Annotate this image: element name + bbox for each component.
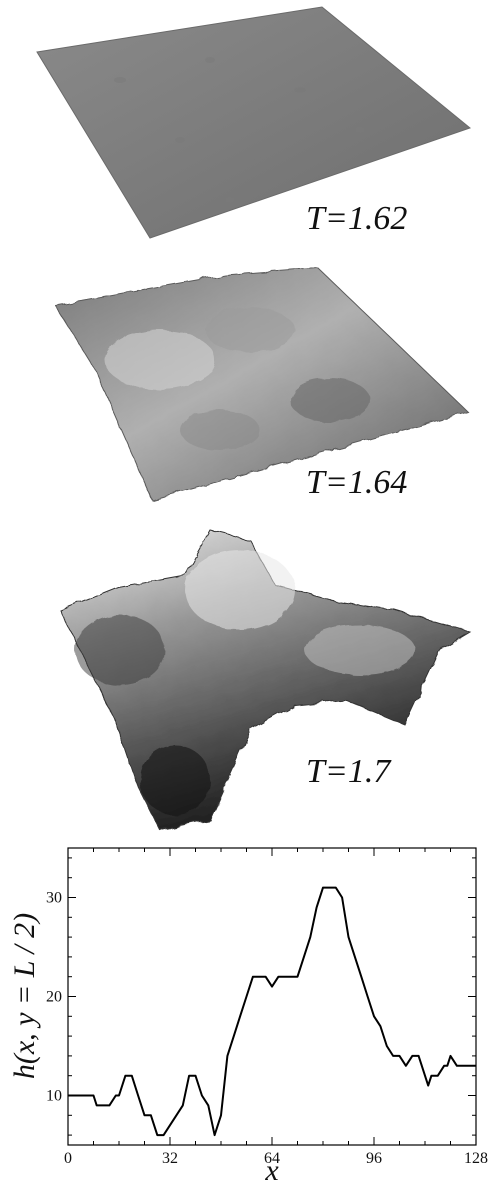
y-tick-label: 20 (46, 989, 62, 1006)
surface-panel-1: T=1.62 (36, 6, 472, 239)
surface-panel-3: T=1.7 (59, 529, 472, 831)
x-axis-label: x (264, 1154, 279, 1187)
axis-tick-labels: 0 32 64 96 128 10 20 30 (46, 890, 488, 1168)
y-tick-label: 10 (46, 1088, 62, 1105)
x-tick-label: 32 (162, 1150, 178, 1167)
panel-label-2: T=1.64 (306, 464, 407, 501)
series-line (68, 886, 476, 1137)
x-tick-label: 64 (264, 1150, 280, 1167)
surface-1-bumps (114, 57, 365, 203)
surface-2-bumps (105, 308, 370, 450)
y-tick-label: 30 (46, 890, 62, 907)
surface-3-shading (75, 550, 415, 815)
surface-2 (54, 267, 469, 501)
axis-ticks (67, 848, 477, 1145)
surface-1 (36, 6, 472, 239)
y-axis-label: h(x, y = L / 2) (8, 913, 41, 1079)
x-tick-label: 0 (64, 1150, 72, 1167)
surface-panel-2: T=1.64 (54, 267, 469, 501)
panel-label-3: T=1.7 (306, 753, 392, 790)
height-profile-chart: 0 32 64 96 128 10 20 30 x h(x, y = L / 2) (8, 847, 488, 1187)
x-tick-label: 96 (366, 1150, 382, 1167)
plot-frame (67, 847, 477, 1146)
panel-label-1: T=1.62 (306, 200, 407, 237)
x-tick-label: 128 (464, 1150, 488, 1167)
